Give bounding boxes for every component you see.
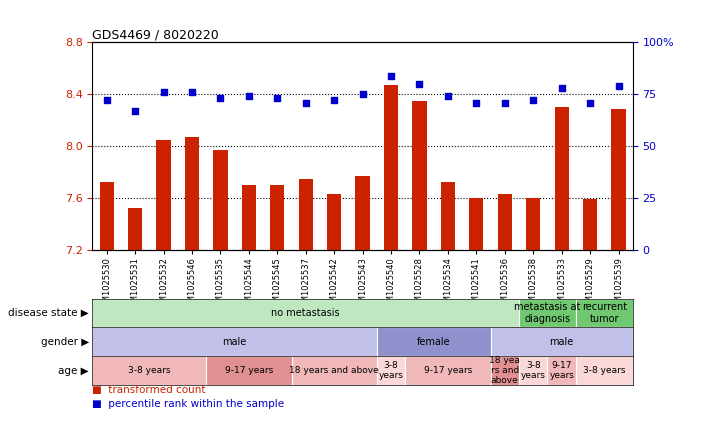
- Point: [328, 97, 340, 104]
- Bar: [498, 194, 512, 250]
- Bar: [206, 356, 292, 385]
- Bar: [491, 356, 519, 385]
- Point: [528, 97, 539, 104]
- Text: metastasis at
diagnosis: metastasis at diagnosis: [514, 302, 581, 324]
- Bar: [611, 109, 626, 250]
- Text: 18 yea
rs and
above: 18 yea rs and above: [489, 356, 520, 385]
- Bar: [412, 101, 427, 250]
- Bar: [491, 327, 633, 356]
- Bar: [576, 356, 633, 385]
- Bar: [384, 85, 398, 250]
- Point: [442, 93, 454, 100]
- Bar: [377, 356, 405, 385]
- Text: age ▶: age ▶: [58, 365, 89, 376]
- Bar: [292, 356, 377, 385]
- Text: disease state ▶: disease state ▶: [8, 308, 89, 318]
- Point: [385, 72, 397, 79]
- Point: [471, 99, 482, 106]
- Bar: [583, 199, 597, 250]
- Point: [215, 95, 226, 102]
- Text: no metastasis: no metastasis: [272, 308, 340, 318]
- Bar: [469, 198, 483, 250]
- Text: 9-17
years: 9-17 years: [550, 361, 574, 380]
- Point: [613, 82, 624, 89]
- Bar: [128, 209, 142, 250]
- Bar: [526, 198, 540, 250]
- Bar: [92, 299, 519, 327]
- Text: GDS4469 / 8020220: GDS4469 / 8020220: [92, 28, 219, 41]
- Bar: [213, 150, 228, 250]
- Point: [158, 89, 169, 96]
- Text: male: male: [550, 337, 574, 347]
- Point: [556, 85, 567, 91]
- Bar: [92, 356, 206, 385]
- Point: [101, 97, 112, 104]
- Bar: [547, 356, 576, 385]
- Text: female: female: [417, 337, 451, 347]
- Text: 18 years and above: 18 years and above: [289, 366, 379, 375]
- Bar: [299, 179, 313, 250]
- Bar: [555, 107, 569, 250]
- Text: recurrent
tumor: recurrent tumor: [582, 302, 627, 324]
- Bar: [377, 327, 491, 356]
- Point: [243, 93, 255, 100]
- Text: ■  transformed count: ■ transformed count: [92, 385, 206, 395]
- Point: [186, 89, 198, 96]
- Bar: [100, 182, 114, 250]
- Bar: [405, 356, 491, 385]
- Point: [414, 80, 425, 87]
- Bar: [519, 299, 576, 327]
- Bar: [92, 327, 377, 356]
- Text: 3-8 years: 3-8 years: [128, 366, 171, 375]
- Text: 3-8 years: 3-8 years: [583, 366, 626, 375]
- Bar: [356, 176, 370, 250]
- Point: [272, 95, 283, 102]
- Bar: [270, 185, 284, 250]
- Bar: [185, 137, 199, 250]
- Point: [300, 99, 311, 106]
- Bar: [327, 194, 341, 250]
- Bar: [441, 182, 455, 250]
- Text: ■  percentile rank within the sample: ■ percentile rank within the sample: [92, 399, 284, 409]
- Text: 3-8
years: 3-8 years: [379, 361, 403, 380]
- Point: [357, 91, 368, 98]
- Bar: [519, 356, 547, 385]
- Text: male: male: [223, 337, 247, 347]
- Text: 3-8
years: 3-8 years: [521, 361, 545, 380]
- Text: gender ▶: gender ▶: [41, 337, 89, 347]
- Text: 9-17 years: 9-17 years: [424, 366, 472, 375]
- Point: [584, 99, 596, 106]
- Text: 9-17 years: 9-17 years: [225, 366, 273, 375]
- Point: [499, 99, 510, 106]
- Point: [129, 107, 141, 114]
- Bar: [156, 140, 171, 250]
- Bar: [576, 299, 633, 327]
- Bar: [242, 185, 256, 250]
